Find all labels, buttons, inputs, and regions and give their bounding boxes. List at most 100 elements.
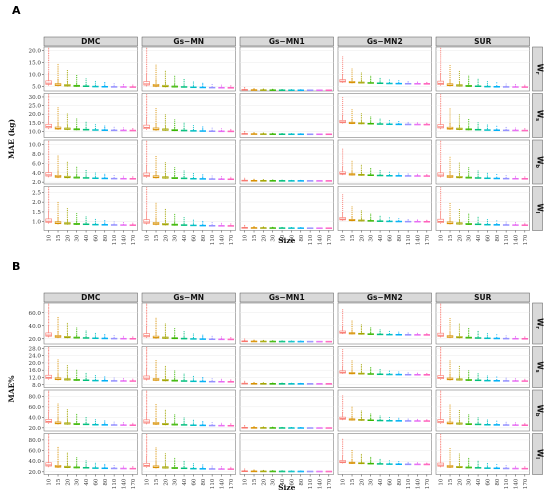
outlier-point bbox=[360, 458, 362, 460]
outlier-point bbox=[379, 215, 381, 217]
outlier-point bbox=[342, 58, 344, 60]
outlier-point bbox=[164, 365, 166, 367]
outlier-point bbox=[342, 158, 344, 160]
outlier-point bbox=[66, 459, 68, 461]
outlier-point bbox=[164, 171, 166, 173]
outlier-point bbox=[104, 420, 106, 422]
box bbox=[45, 80, 52, 85]
outlier-point bbox=[486, 220, 488, 222]
outlier-point bbox=[146, 142, 148, 144]
x-tick-label: 170 bbox=[523, 234, 529, 245]
outlier-point bbox=[66, 373, 68, 375]
outlier-point bbox=[477, 125, 479, 127]
outlier-point bbox=[342, 312, 344, 315]
outlier-point bbox=[164, 121, 166, 123]
outlier-point bbox=[468, 419, 470, 421]
outlier-point bbox=[220, 176, 223, 178]
outlier-point bbox=[146, 200, 148, 203]
outlier-point bbox=[48, 70, 50, 72]
outlier-point bbox=[155, 211, 157, 214]
y-tick-label: 20.0 bbox=[29, 426, 42, 432]
outlier-point bbox=[57, 201, 59, 204]
outlier-point bbox=[440, 162, 442, 165]
outlier-point bbox=[164, 208, 166, 211]
outlier-point bbox=[342, 358, 344, 360]
facet-strip-bg bbox=[43, 36, 138, 47]
outlier-point bbox=[244, 468, 246, 470]
outlier-point bbox=[57, 366, 59, 368]
outlier-point bbox=[342, 360, 344, 362]
outlier-point bbox=[146, 152, 148, 154]
outlier-point bbox=[174, 329, 176, 331]
outlier-point bbox=[146, 60, 148, 62]
x-tick-label: 80 bbox=[299, 234, 305, 242]
outlier-point bbox=[477, 332, 479, 334]
outlier-point bbox=[449, 114, 451, 116]
outlier-point bbox=[477, 417, 479, 419]
outlier-point bbox=[379, 415, 381, 417]
outlier-point bbox=[48, 188, 50, 191]
outlier-point bbox=[449, 168, 451, 170]
outlier-point bbox=[94, 375, 96, 377]
outlier-point bbox=[351, 72, 353, 74]
x-tick-label: 40 bbox=[84, 478, 90, 486]
x-tick-label: 30 bbox=[467, 478, 473, 486]
outlier-point bbox=[220, 222, 223, 224]
outlier-point bbox=[155, 365, 157, 367]
x-tick-label: 170 bbox=[229, 478, 235, 489]
x-tick-label: 10 bbox=[439, 478, 445, 486]
outlier-point bbox=[146, 347, 148, 349]
outlier-point bbox=[146, 440, 148, 442]
outlier-point bbox=[146, 317, 148, 319]
outlier-point bbox=[76, 168, 78, 170]
outlier-point bbox=[104, 175, 106, 177]
outlier-point bbox=[104, 465, 106, 467]
outlier-point bbox=[342, 200, 344, 202]
panel-letter: A bbox=[12, 4, 21, 17]
outlier-point bbox=[440, 359, 442, 362]
outlier-point bbox=[48, 317, 50, 319]
outlier-point bbox=[440, 310, 442, 312]
box bbox=[437, 332, 444, 337]
outlier-point bbox=[202, 377, 204, 379]
outlier-point bbox=[342, 56, 344, 58]
row-strip-bg bbox=[532, 389, 543, 432]
outlier-point bbox=[76, 122, 78, 124]
outlier-point bbox=[468, 370, 470, 372]
outlier-point bbox=[477, 218, 479, 220]
outlier-point bbox=[57, 410, 59, 412]
outlier-point bbox=[202, 126, 204, 128]
outlier-point bbox=[48, 197, 50, 199]
outlier-point bbox=[477, 462, 479, 464]
outlier-point bbox=[146, 113, 148, 115]
outlier-point bbox=[164, 459, 166, 461]
outlier-point bbox=[468, 331, 470, 333]
outlier-point bbox=[164, 461, 166, 463]
outlier-point bbox=[220, 336, 223, 338]
outlier-point bbox=[486, 333, 488, 335]
x-tick-label: 170 bbox=[131, 478, 137, 489]
outlier-point bbox=[351, 412, 353, 414]
outlier-point bbox=[440, 318, 442, 320]
outlier-point bbox=[449, 455, 451, 457]
x-tick-label: 170 bbox=[327, 478, 333, 489]
outlier-point bbox=[164, 164, 166, 166]
outlier-point bbox=[57, 155, 59, 157]
outlier-point bbox=[262, 426, 264, 428]
outlier-point bbox=[48, 438, 50, 440]
outlier-point bbox=[379, 369, 381, 371]
outlier-point bbox=[220, 466, 223, 468]
outlier-point bbox=[76, 374, 78, 377]
outlier-point bbox=[351, 109, 353, 111]
outlier-point bbox=[48, 405, 50, 407]
outlier-point bbox=[342, 447, 344, 449]
outlier-point bbox=[360, 114, 362, 117]
outlier-point bbox=[468, 416, 470, 418]
outlier-point bbox=[342, 438, 344, 440]
outlier-point bbox=[342, 104, 344, 107]
outlier-point bbox=[440, 347, 442, 349]
outlier-point bbox=[174, 328, 176, 330]
outlier-point bbox=[342, 148, 344, 150]
outlier-point bbox=[164, 411, 166, 413]
outlier-point bbox=[449, 64, 451, 67]
